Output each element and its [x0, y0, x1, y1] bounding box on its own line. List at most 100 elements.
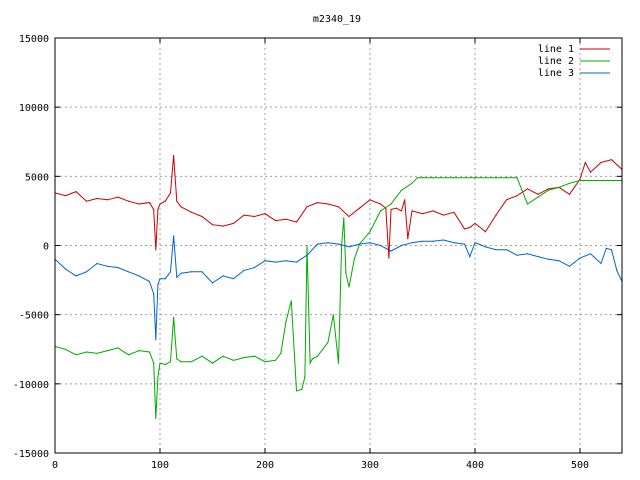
- series-2-point: [85, 351, 88, 353]
- series-1-point: [421, 213, 424, 215]
- series-3-point: [474, 242, 476, 244]
- series-3-point: [358, 243, 361, 245]
- series-3-point: [400, 244, 403, 247]
- series-3-point: [285, 260, 287, 262]
- x-tick-label: 100: [151, 460, 169, 471]
- series-3-point: [164, 278, 166, 280]
- y-tick-label: 15000: [19, 34, 49, 45]
- series-3-point: [390, 250, 392, 252]
- series-2-point: [301, 388, 303, 390]
- axis-ticks: 0 100 200 300 400 500 -15000 -10000 -5000 0 5000 10…: [13, 34, 622, 471]
- series-1-point: [164, 200, 166, 202]
- series-3-point: [442, 239, 445, 241]
- series-2-point: [348, 286, 350, 288]
- series-2-point: [157, 376, 159, 378]
- series-2-point: [64, 348, 67, 350]
- series-2-point: [579, 179, 581, 182]
- series-3-point: [327, 242, 329, 244]
- series-1-point: [600, 161, 602, 164]
- series-1-point: [148, 202, 151, 204]
- series-3-point: [453, 242, 455, 244]
- series-2-point: [180, 361, 182, 363]
- series-2-point: [75, 354, 77, 356]
- series-1-point: [117, 196, 119, 198]
- series-3-point: [516, 254, 518, 256]
- series-1-point: [327, 203, 329, 205]
- series-3-point: [117, 267, 119, 269]
- series-3-point: [547, 258, 550, 260]
- series-1-point: [453, 211, 455, 213]
- legend-label: line 3: [538, 68, 574, 79]
- series-1-point: [432, 210, 434, 212]
- series-2-point: [337, 362, 340, 364]
- series-2-point: [495, 177, 497, 179]
- series-3-point: [201, 271, 203, 273]
- series-2-point: [173, 316, 175, 318]
- x-tick-label: 500: [571, 460, 589, 471]
- series-2-point: [453, 177, 455, 179]
- series-3-point: [127, 271, 130, 273]
- series-1-point: [159, 203, 161, 205]
- series-3-point: [306, 254, 308, 256]
- series-1-point: [407, 238, 409, 240]
- series-2-point: [138, 350, 140, 352]
- series-3-point: [411, 242, 413, 244]
- series-2-point: [505, 177, 508, 179]
- series-2-point: [304, 376, 306, 378]
- series-1-point: [211, 224, 214, 226]
- series-1-point: [127, 200, 130, 202]
- series-1-point: [176, 200, 178, 202]
- series-3-point: [616, 269, 618, 271]
- series-2-line: [54, 177, 622, 419]
- y-tick-label: 10000: [19, 103, 49, 114]
- series-2-point: [343, 217, 345, 219]
- legend-label: line 2: [538, 56, 574, 67]
- series-2-point: [474, 177, 476, 179]
- series-2-point: [159, 362, 161, 364]
- series-2-point: [411, 182, 413, 184]
- series-1-point: [474, 222, 476, 224]
- series-3-point: [484, 246, 487, 248]
- series-2-point: [400, 189, 403, 191]
- series-1-point: [404, 199, 406, 201]
- series-1-point: [232, 222, 235, 224]
- series-1-point: [274, 220, 277, 222]
- series-3-point: [348, 246, 350, 248]
- series-3-point: [274, 261, 277, 263]
- series-1-point: [190, 211, 193, 213]
- series-3-point: [537, 256, 539, 258]
- series-2-point: [253, 355, 256, 357]
- series-3-point: [232, 278, 235, 280]
- series-2-point: [201, 355, 203, 357]
- series-3-point: [295, 261, 298, 263]
- series-1-point: [96, 197, 98, 200]
- series-layer: [54, 155, 623, 419]
- series-1-point: [316, 202, 319, 204]
- series-3: [54, 235, 623, 341]
- series-1-point: [173, 155, 175, 157]
- series-3-point: [264, 260, 266, 262]
- series-3-point: [173, 235, 175, 237]
- series-1-point: [589, 171, 592, 173]
- series-1-point: [337, 206, 340, 208]
- series-3-point: [148, 280, 151, 283]
- series-3-point: [75, 275, 77, 277]
- series-1-point: [222, 225, 224, 227]
- series-2-point: [421, 177, 424, 179]
- series-2-point: [537, 196, 539, 198]
- series-1-point: [411, 210, 413, 212]
- series-3-point: [432, 240, 434, 242]
- series-3-point: [558, 260, 560, 262]
- series-1-point: [153, 208, 155, 211]
- series-3-point: [243, 269, 245, 271]
- series-2-point: [148, 351, 151, 353]
- y-tick-label: -10000: [13, 380, 49, 391]
- series-2-point: [332, 314, 334, 316]
- series-2-point: [127, 354, 130, 356]
- series-2-point: [176, 358, 178, 360]
- x-tick-label: 200: [256, 460, 274, 471]
- series-1-point: [157, 208, 159, 211]
- series-1: [54, 155, 623, 259]
- series-3-point: [469, 256, 471, 258]
